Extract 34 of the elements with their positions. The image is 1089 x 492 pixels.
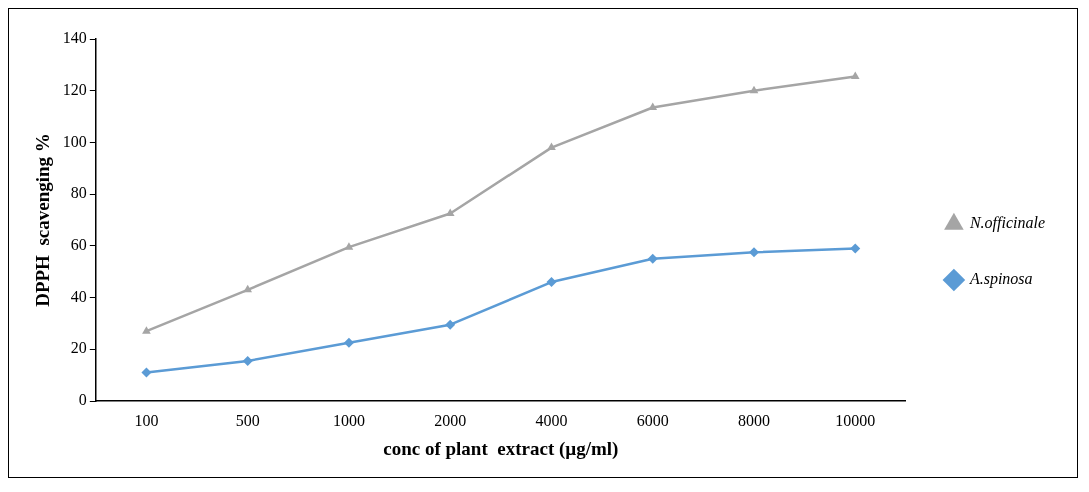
- y-axis-title: DPPH scavenging %: [32, 133, 54, 307]
- point: [850, 243, 861, 254]
- point: [343, 337, 354, 348]
- point: [242, 355, 253, 366]
- x-tick-label: 8000: [738, 411, 771, 429]
- point: [749, 85, 759, 94]
- point: [344, 242, 354, 250]
- y-tick-label: 120: [62, 80, 87, 98]
- point: [547, 142, 556, 151]
- point: [648, 102, 658, 111]
- y-tick-label: 20: [70, 339, 87, 357]
- x-tick-label: 1000: [332, 411, 365, 429]
- point: [445, 319, 456, 330]
- x-tick-label: 2000: [434, 411, 467, 429]
- x-tick-label: 100: [134, 411, 159, 429]
- y-tick-label: 40: [70, 287, 87, 305]
- y-tick-label: 80: [70, 184, 87, 202]
- point: [546, 277, 557, 288]
- x-tick-label: 500: [235, 411, 260, 429]
- point: [141, 367, 152, 378]
- legend-label: A.spinosa: [968, 270, 1033, 289]
- y-tick-label: 100: [62, 132, 87, 150]
- legend-label: N.officinale: [968, 214, 1046, 233]
- x-tick-label: 4000: [535, 411, 568, 429]
- y-tick-label: 60: [70, 236, 87, 254]
- point: [243, 284, 253, 293]
- point: [647, 253, 658, 264]
- y-tick-label: 140: [62, 29, 87, 47]
- x-tick-label: 6000: [636, 411, 669, 429]
- x-tick-label: 10000: [835, 411, 876, 429]
- x-axis-title: conc of plant extract (µg/ml): [383, 437, 619, 460]
- y-tick-label: 0: [78, 391, 87, 409]
- point: [850, 71, 860, 79]
- point: [142, 326, 151, 334]
